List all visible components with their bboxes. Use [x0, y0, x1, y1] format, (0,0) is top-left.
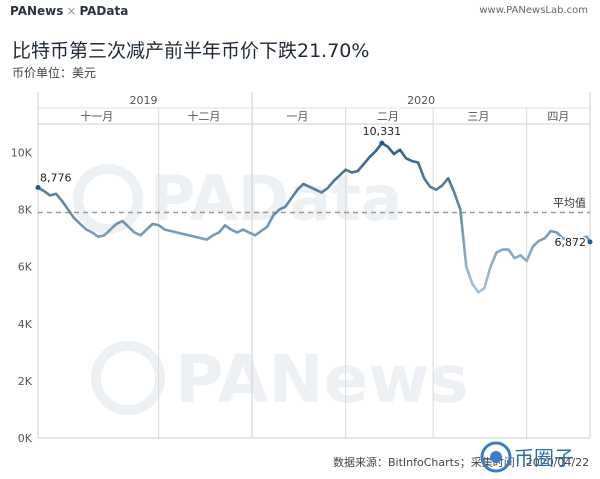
y-tick-label: 10K — [11, 147, 33, 160]
year-label: 2020 — [407, 94, 435, 107]
chart-subtitle: 币价单位：美元 — [12, 66, 97, 80]
panews-watermark-icon — [91, 341, 165, 415]
annotation-point — [587, 239, 593, 245]
y-tick-label: 2K — [18, 375, 33, 388]
panews-logo: PANews — [10, 4, 64, 18]
year-label: 2019 — [130, 94, 158, 107]
month-label: 十二月 — [187, 109, 220, 123]
month-label: 二月 — [377, 110, 399, 123]
y-tick-label: 0K — [18, 432, 33, 445]
y-tick-label: 6K — [18, 261, 33, 274]
svg-text:币圈子: 币圈子 — [514, 446, 574, 470]
annotation-point — [35, 184, 41, 190]
y-tick-label: 4K — [18, 318, 33, 331]
site-url: www.PANewsLab.com — [479, 5, 588, 16]
annotation-label: 8,776 — [40, 171, 72, 184]
month-label: 四月 — [547, 110, 569, 123]
annotation-point — [379, 140, 385, 146]
price-line-chart: PAData PANews 2019 2020 十一月 十二月 一月 二月 三月 四月 0K 2K 4K… — [11, 92, 593, 445]
month-label: 三月 — [467, 110, 489, 123]
top-bar: PANews × PAData www.PANewsLab.com — [0, 0, 600, 22]
price-series-line — [37, 141, 592, 294]
month-label: 一月 — [286, 110, 308, 123]
panews-watermark: PANews — [175, 341, 469, 418]
padata-logo: PAData — [79, 4, 129, 18]
y-tick-label: 8K — [18, 204, 33, 217]
coin-circle-logo: 币圈子 — [480, 441, 574, 473]
brand-separator: × — [66, 4, 77, 18]
annotation-label: 6,872 — [555, 236, 587, 249]
padata-watermark-icon — [73, 164, 143, 234]
brand-logos: PANews × PAData — [10, 4, 128, 18]
average-label: 平均值 — [553, 196, 586, 209]
annotation-label: 10,331 — [363, 125, 402, 138]
month-label: 十一月 — [80, 109, 113, 123]
padata-watermark: PAData — [150, 162, 403, 235]
source-note: 数据来源：BitInfoCharts；采集时间：2020/04/22 — [333, 456, 590, 469]
chart-title: 比特币第三次减产前半年币价下跌21.70% — [12, 40, 370, 62]
